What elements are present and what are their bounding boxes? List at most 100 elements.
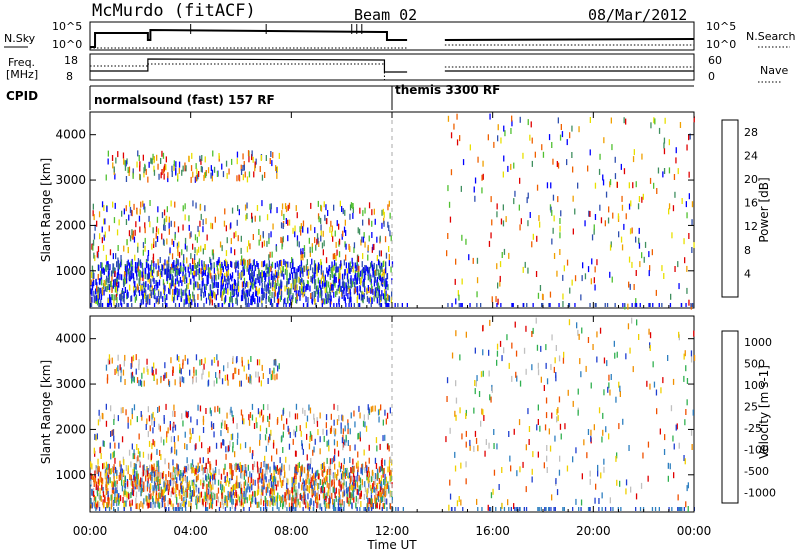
echo-mark xyxy=(559,455,561,462)
echo-mark xyxy=(121,293,123,299)
echo-mark xyxy=(604,303,606,307)
echo-mark xyxy=(337,405,339,411)
echo-mark xyxy=(244,294,246,301)
echo-mark xyxy=(325,422,327,429)
echo-mark xyxy=(171,238,173,245)
echo-mark xyxy=(274,290,276,297)
echo-mark xyxy=(226,424,228,431)
echo-mark xyxy=(282,431,284,438)
echo-mark xyxy=(245,493,247,500)
echo-mark xyxy=(148,501,150,508)
echo-mark xyxy=(511,303,513,307)
echo-mark xyxy=(326,481,328,488)
echo-mark xyxy=(375,287,377,293)
echo-mark xyxy=(260,472,263,479)
echo-mark xyxy=(144,206,146,213)
echo-mark xyxy=(182,420,184,427)
echo-mark xyxy=(230,434,232,440)
echo-mark xyxy=(95,465,97,471)
echo-mark xyxy=(169,247,171,254)
echo-mark xyxy=(649,383,651,390)
echo-mark xyxy=(214,493,216,500)
echo-mark xyxy=(580,294,582,301)
echo-mark xyxy=(496,350,499,357)
echo-mark xyxy=(132,233,134,240)
echo-mark xyxy=(191,459,194,466)
echo-mark xyxy=(205,408,207,414)
echo-mark xyxy=(118,442,120,449)
echo-mark xyxy=(653,117,655,124)
echo-mark xyxy=(175,507,177,511)
echo-mark xyxy=(379,235,381,242)
echo-mark xyxy=(152,275,154,282)
echo-mark xyxy=(616,351,618,358)
echo-mark xyxy=(346,273,349,280)
echo-mark xyxy=(244,204,247,211)
echo-mark xyxy=(174,201,176,208)
echo-mark xyxy=(262,261,265,268)
echo-mark xyxy=(183,254,185,261)
echo-mark xyxy=(177,503,179,510)
echo-mark xyxy=(637,203,640,210)
colorbar-tick-label: 28 xyxy=(744,126,758,139)
echo-mark xyxy=(232,489,234,496)
echo-mark xyxy=(336,440,338,447)
echo-mark xyxy=(658,127,661,134)
echo-mark xyxy=(299,286,301,293)
echo-mark xyxy=(268,287,270,294)
echo-mark xyxy=(322,471,324,477)
y-tick-label: 1000 xyxy=(55,264,86,278)
echo-mark xyxy=(375,485,378,491)
echo-mark xyxy=(131,303,133,307)
echo-mark xyxy=(273,359,275,366)
echo-mark xyxy=(364,265,366,271)
echo-mark xyxy=(280,222,283,229)
echo-mark xyxy=(488,442,490,449)
echo-mark xyxy=(220,442,222,449)
echo-mark xyxy=(184,243,186,250)
echo-mark xyxy=(114,491,116,498)
echo-mark xyxy=(152,369,154,376)
echo-mark xyxy=(127,268,129,275)
echo-mark xyxy=(277,298,279,305)
echo-mark xyxy=(201,287,203,294)
echo-mark xyxy=(108,225,110,232)
echo-mark xyxy=(320,224,322,231)
y-tick-label: 4000 xyxy=(55,128,86,142)
echo-mark xyxy=(340,473,343,480)
echo-mark xyxy=(559,249,561,255)
echo-mark xyxy=(125,490,127,497)
echo-mark xyxy=(191,299,193,306)
echo-mark xyxy=(468,254,470,261)
echo-mark xyxy=(322,270,324,277)
echo-mark xyxy=(525,325,527,332)
echo-mark xyxy=(111,480,113,487)
echo-mark xyxy=(349,477,351,484)
echo-mark xyxy=(111,357,113,364)
echo-mark xyxy=(178,468,180,475)
echo-mark xyxy=(110,280,112,287)
echo-mark xyxy=(183,377,185,384)
echo-mark xyxy=(260,462,262,468)
echo-mark xyxy=(622,303,624,307)
echo-mark xyxy=(144,282,146,289)
echo-mark xyxy=(344,489,346,496)
echo-mark xyxy=(385,290,387,297)
echo-mark xyxy=(167,480,169,486)
echo-mark xyxy=(357,470,359,476)
echo-mark xyxy=(195,443,197,450)
echo-mark xyxy=(200,165,202,172)
echo-mark xyxy=(153,289,156,296)
echo-mark xyxy=(204,205,206,212)
echo-mark xyxy=(511,375,513,382)
echo-mark xyxy=(110,280,112,287)
echo-mark xyxy=(340,285,342,292)
echo-mark xyxy=(354,444,356,451)
echo-mark xyxy=(317,469,319,476)
echo-mark xyxy=(335,255,337,261)
echo-mark xyxy=(670,405,673,412)
echo-mark xyxy=(656,408,658,415)
echo-mark xyxy=(186,476,188,483)
echo-mark xyxy=(185,411,188,418)
echo-mark xyxy=(140,477,142,484)
